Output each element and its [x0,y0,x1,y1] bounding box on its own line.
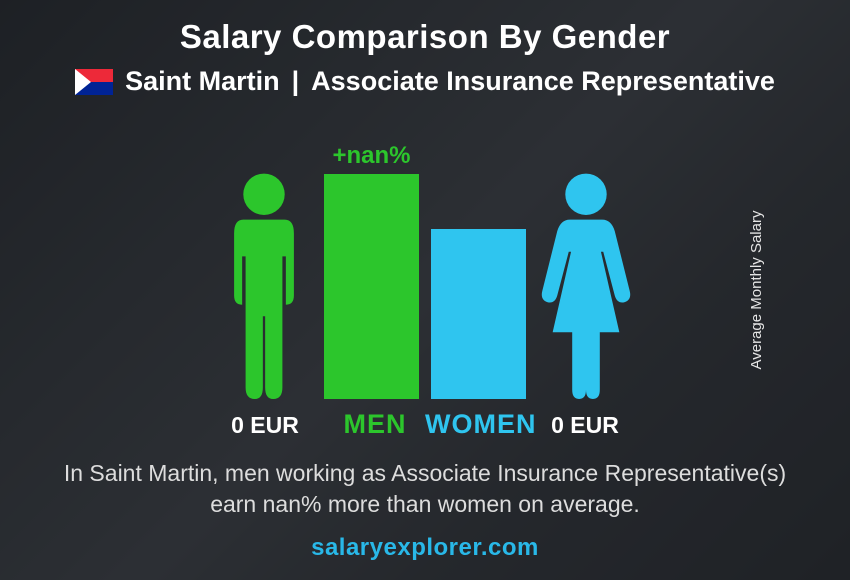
flag-icon [75,69,113,95]
infographic-content: Salary Comparison By Gender Saint Martin… [0,0,850,580]
y-axis-label: Average Monthly Salary [748,211,765,370]
man-icon [204,169,324,399]
footer-link[interactable]: salaryexplorer.com [311,534,539,562]
role-text: Associate Insurance Representative [311,66,775,97]
separator: | [292,66,300,97]
subtitle-row: Saint Martin | Associate Insurance Repre… [75,66,775,97]
women-label: WOMEN [425,409,525,440]
women-bar-fill [431,229,526,399]
woman-icon [526,169,646,399]
women-group [431,169,646,399]
men-value: 0 EUR [205,412,325,439]
pct-diff-label: +nan% [332,142,410,170]
men-label: MEN [325,409,425,440]
labels-row: 0 EUR MEN WOMEN 0 EUR [205,409,645,440]
men-group: +nan% [204,142,419,399]
women-value: 0 EUR [525,412,645,439]
men-bar-fill [324,174,419,399]
chart-area: +nan% [204,119,646,399]
caption-text: In Saint Martin, men working as Associat… [55,458,795,520]
page-title: Salary Comparison By Gender [180,18,670,56]
men-bar: +nan% [324,142,419,399]
location-text: Saint Martin [125,66,280,97]
women-bar [431,229,526,399]
